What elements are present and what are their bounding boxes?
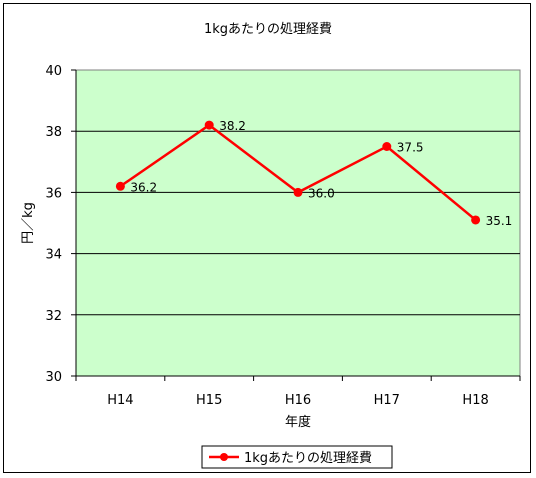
x-tick-label: H16: [285, 393, 311, 408]
data-point: [115, 181, 125, 191]
plot-area: [75, 69, 521, 377]
x-tick-label: H15: [196, 393, 222, 408]
y-axis-label: 円／kg: [21, 202, 36, 244]
legend: 1kgあたりの処理経費: [201, 445, 393, 469]
data-label: 36.2: [130, 180, 157, 194]
y-tick-label: 38: [45, 125, 62, 140]
data-label: 36.0: [308, 186, 335, 200]
data-label: 35.1: [486, 214, 513, 228]
data-point: [293, 187, 303, 197]
data-point: [382, 142, 392, 151]
legend-box: [201, 445, 393, 469]
data-point: [204, 120, 214, 130]
y-tick-label: 30: [45, 370, 62, 385]
x-tick-label: H17: [374, 393, 400, 408]
y-tick-label: 34: [45, 248, 62, 263]
chart-title: 1kgあたりの処理経費: [204, 22, 332, 37]
data-label: 37.5: [397, 141, 424, 155]
data-label: 38.2: [219, 119, 246, 133]
y-axis-ticks: 30 32 34 36 38 40: [45, 64, 77, 385]
x-tick-label: H18: [462, 393, 488, 408]
y-tick-label: 40: [45, 64, 62, 79]
y-tick-label: 32: [45, 309, 62, 324]
data-point: [471, 215, 481, 225]
legend-entry: 1kgあたりの処理経費: [244, 451, 372, 466]
legend-marker-swatch: [220, 453, 228, 461]
series-line-group: 36.2 38.2 36.0 37.5 35.1: [115, 119, 513, 228]
x-axis-ticks: H14 H15 H16 H17 H18: [75, 375, 521, 408]
x-axis-label: 年度: [285, 414, 311, 430]
y-tick-label: 36: [45, 186, 62, 201]
x-tick-label: H14: [107, 393, 133, 408]
